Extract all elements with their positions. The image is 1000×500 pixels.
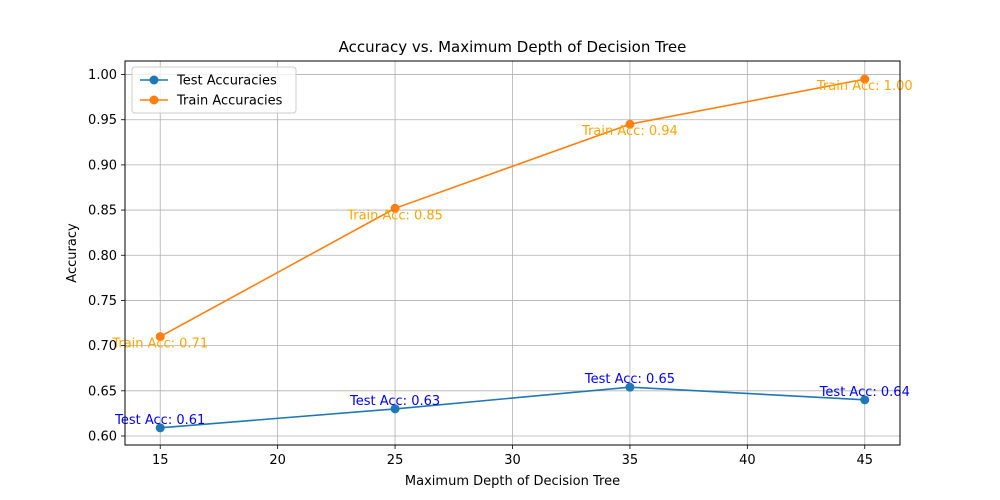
series-line-0 [160,386,865,429]
legend: Test Accuracies Train Accuracies [131,66,297,114]
data-point [155,423,165,433]
data-point [860,395,870,405]
y-tick-label: 0.90 [88,158,117,173]
x-tick-label: 30 [504,453,521,468]
y-tick-label: 0.75 [88,294,117,309]
x-axis-title: Maximum Depth of Decision Tree [405,474,620,489]
x-tick-label: 35 [622,453,639,468]
data-point [390,404,400,414]
x-tick-label: 40 [739,453,756,468]
y-tick-label: 0.60 [88,429,117,444]
y-tick-label: 0.80 [88,249,117,264]
data-label: Train Acc: 0.85 [346,208,443,223]
data-point [625,382,635,392]
y-tick-label: 1.00 [88,68,117,83]
series-layer: Test Acc: 0.61 Test Acc: 0.63 Test Acc: 0.… [111,74,913,433]
legend-box [131,66,297,114]
chart-title: Accuracy vs. Maximum Depth of Decision T… [339,38,687,56]
data-point [390,203,400,213]
data-label: Train Acc: 1.00 [816,79,913,94]
data-point [155,332,165,342]
data-label: Test Acc: 0.65 [584,372,675,387]
y-tick-label: 0.65 [88,384,117,399]
y-tick-label: 0.70 [88,339,117,354]
data-label: Test Acc: 0.64 [819,385,910,400]
y-tick-label: 0.85 [88,204,117,219]
data-point [625,119,635,129]
data-label: Train Acc: 0.71 [111,337,208,352]
legend-marker [149,75,159,85]
legend-marker [149,95,159,105]
legend-label: Test Accuracies [176,74,277,89]
y-axis-title: Accuracy [65,223,80,283]
x-tick-label: 20 [269,453,286,468]
x-tick-label: 25 [387,453,404,468]
data-label: Train Acc: 0.94 [581,124,678,139]
data-label: Test Acc: 0.63 [349,394,440,409]
y-tick-label: 0.95 [88,113,117,128]
grid-lines [125,61,900,445]
axis-ticks: 15 20 25 30 35 40 45 0.60 0.65 0.70 0.75 0.80 0.85 0.… [88,68,873,468]
data-label: Test Acc: 0.61 [114,413,205,428]
x-tick-label: 15 [152,453,169,468]
data-point [860,74,870,84]
legend-label: Train Accuracies [176,94,283,109]
x-tick-label: 45 [856,453,873,468]
series-line-1 [159,78,865,338]
